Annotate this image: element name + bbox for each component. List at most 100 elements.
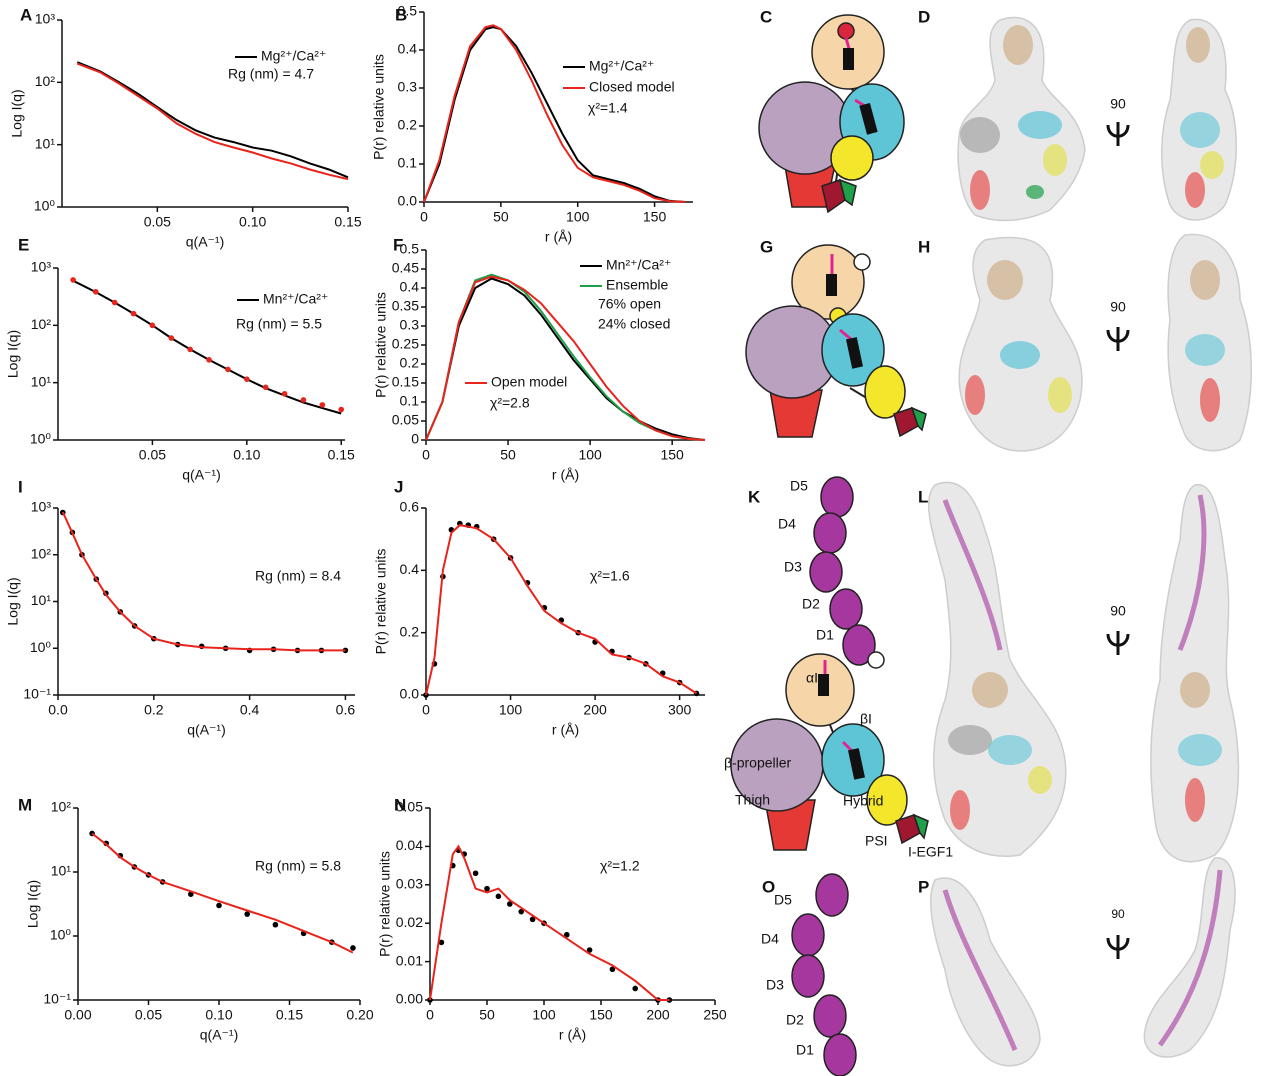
data-point (111, 299, 118, 306)
rotation-label: 90 (1110, 603, 1126, 619)
domain-label: βI (860, 711, 872, 727)
y-tick-label: 0.00 (396, 991, 423, 1007)
y-tick-label: 10¹ (31, 373, 52, 389)
x-tick-label: 0.2 (144, 702, 164, 718)
data-point (70, 277, 76, 283)
domain-label: β-propeller (724, 755, 792, 771)
panel-label: M (18, 795, 32, 814)
x-axis-label: r (Å) (559, 1027, 586, 1043)
y-tick-label: 0 (411, 431, 419, 447)
x-tick-label: 0.15 (334, 214, 361, 230)
x-tick-label: 150 (589, 1007, 613, 1023)
x-tick-label: 0.15 (328, 447, 355, 463)
y-tick-label: 10¹ (31, 592, 52, 608)
x-tick-label: 0 (420, 209, 428, 225)
x-tick-label: 200 (583, 702, 607, 718)
data-line (91, 832, 354, 954)
x-axis-label: r (Å) (552, 467, 579, 483)
annotation: 24% closed (598, 316, 670, 332)
data-point (495, 893, 502, 900)
domain-label: D1 (796, 1042, 814, 1058)
legend-label: Ensemble (606, 277, 668, 293)
render-l: L 90 (918, 481, 1240, 863)
y-tick-label: 0.4 (400, 279, 420, 295)
data-point (319, 402, 326, 408)
panel-label: P (918, 877, 929, 896)
y-axis-label: P(r) relative units (371, 54, 387, 160)
data-point (187, 346, 193, 353)
domain-label: D4 (761, 931, 779, 947)
legend-label: Closed model (589, 79, 675, 95)
y-tick-label: 0.5 (398, 3, 418, 19)
x-tick-label: 0.05 (135, 1007, 162, 1023)
y-tick-label: 10¹ (51, 863, 72, 879)
schematic-k: K D5 D4 D3 D2 D1 αI βI β-propeller Thigh… (724, 476, 953, 860)
y-tick-label: 10⁰ (34, 198, 56, 214)
data-point (338, 406, 345, 413)
y-tick-label: 0.4 (400, 561, 420, 577)
y-tick-label: 0.02 (396, 914, 423, 930)
y-tick-label: 0.05 (392, 412, 419, 428)
panel-label: O (762, 877, 775, 896)
domain-label: D2 (802, 596, 820, 612)
panel-label: H (918, 237, 930, 256)
x-tick-label: 0.05 (139, 447, 166, 463)
data-point (564, 931, 570, 938)
x-tick-label: 0.10 (205, 1007, 232, 1023)
data-point (244, 376, 250, 382)
panel-label: F (393, 235, 403, 254)
domain-label: D4 (778, 516, 796, 532)
annotation: Rg (nm) = 8.4 (255, 568, 341, 584)
schematic-c: C (758, 7, 905, 214)
render-d: D 90 (918, 7, 1237, 222)
data-point (632, 985, 638, 992)
y-tick-label: 0.1 (400, 393, 420, 409)
x-axis-label: r (Å) (545, 229, 572, 245)
domain-label: D5 (774, 892, 792, 908)
x-tick-label: 100 (499, 702, 523, 718)
panel-label: A (20, 5, 32, 24)
x-tick-label: 50 (493, 209, 509, 225)
data-point (586, 947, 593, 953)
y-tick-label: 10² (51, 799, 72, 815)
data-point (529, 916, 536, 923)
x-axis-label: q(A⁻¹) (187, 722, 226, 738)
data-point (206, 357, 212, 363)
y-axis-label: Log I(q) (9, 89, 25, 137)
data-point (272, 921, 279, 928)
annotation: Rg (nm) = 5.8 (255, 858, 341, 874)
domain-label: D1 (816, 627, 834, 643)
panel-label: I (18, 477, 23, 496)
data-line (425, 524, 698, 696)
schematic-o: O D5 D4 D3 D2 D1 (761, 873, 857, 1076)
y-tick-label: 0.6 (400, 499, 420, 515)
y-tick-label: 0.5 (400, 241, 420, 257)
legend-label: Mn²⁺/Ca²⁺ (263, 291, 328, 307)
x-tick-label: 100 (566, 209, 590, 225)
panel-label: D (918, 7, 930, 26)
x-tick-label: 200 (646, 1007, 670, 1023)
y-tick-label: 0.1 (398, 155, 418, 171)
x-tick-label: 0.20 (346, 1007, 373, 1023)
data-point (149, 322, 156, 329)
render-h: H 90 (918, 233, 1252, 452)
data-line (425, 275, 706, 441)
domain-label: αI (806, 670, 818, 686)
y-tick-label: 0.05 (396, 799, 423, 815)
panel-label: J (394, 477, 403, 496)
data-line (61, 511, 346, 652)
y-tick-label: 0.4 (398, 41, 418, 57)
data-point (609, 966, 616, 973)
y-axis-label: Log I(q) (25, 880, 41, 928)
x-tick-label: 250 (703, 1007, 727, 1023)
y-tick-label: 0.25 (392, 336, 419, 352)
data-line (429, 844, 670, 1001)
domain-label: D2 (786, 1012, 804, 1028)
annotation: χ²=1.2 (600, 858, 640, 874)
rotation-label: 90 (1110, 299, 1126, 315)
y-tick-label: 10⁻¹ (43, 991, 71, 1007)
x-tick-label: 0.05 (144, 214, 171, 230)
y-tick-label: 10² (31, 545, 52, 561)
y-tick-label: 10⁰ (30, 431, 52, 447)
